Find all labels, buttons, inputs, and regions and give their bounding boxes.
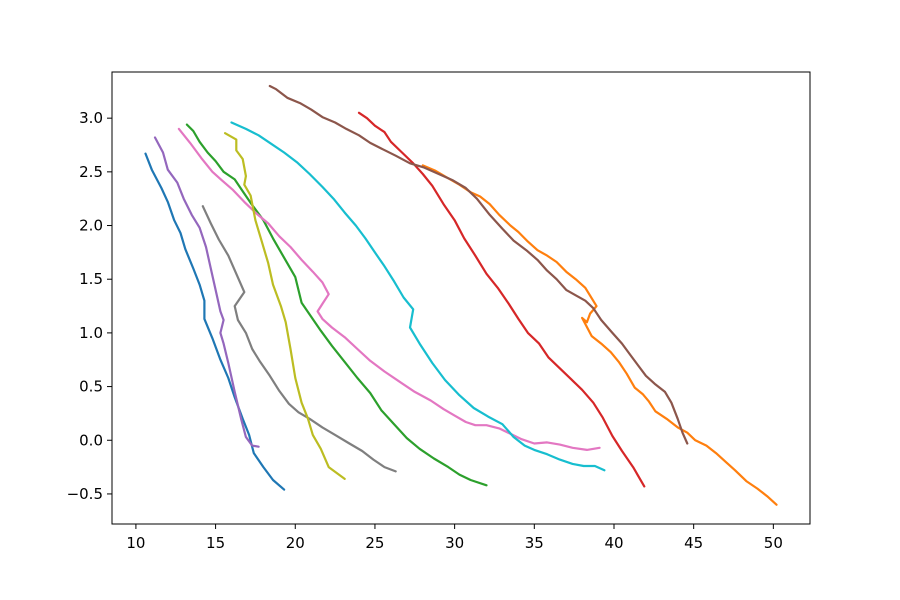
series-line-4 — [357, 111, 646, 488]
series-layer — [144, 84, 778, 506]
series-line-9 — [224, 132, 346, 480]
y-tick-label: 0.5 — [79, 378, 103, 396]
x-tick-label: 40 — [604, 534, 623, 552]
series-line-10 — [230, 121, 606, 472]
x-tick-label: 35 — [525, 534, 544, 552]
series-line-8 — [201, 205, 397, 473]
plot-background — [112, 72, 810, 524]
series-line-1 — [144, 152, 286, 491]
x-tick-label: 10 — [126, 534, 145, 552]
y-tick-label: 3.0 — [79, 109, 103, 127]
plot-frame — [111, 71, 811, 525]
y-tick-label: 1.0 — [79, 324, 103, 342]
series-line-5 — [153, 136, 260, 448]
series-line-3 — [185, 123, 488, 487]
y-tick-label: 2.0 — [79, 217, 103, 235]
y-axis-ticks: −0.5 0.0 0.5 1.0 1.5 2.0 2.5 3.0 — [67, 109, 112, 503]
x-axis-ticks: 10 15 20 25 30 35 40 45 50 — [126, 524, 783, 552]
x-tick-label: 50 — [764, 534, 783, 552]
series-line-7 — [177, 127, 601, 451]
series-line-2 — [421, 164, 778, 506]
y-tick-label: −0.5 — [67, 485, 103, 503]
x-tick-label: 30 — [445, 534, 464, 552]
x-tick-label: 20 — [286, 534, 305, 552]
y-tick-label: 1.5 — [79, 270, 103, 288]
y-tick-label: 2.5 — [79, 163, 103, 181]
x-tick-label: 25 — [365, 534, 384, 552]
x-tick-label: 45 — [684, 534, 703, 552]
x-tick-label: 15 — [206, 534, 225, 552]
series-line-6 — [268, 84, 689, 445]
y-tick-label: 0.0 — [79, 431, 103, 449]
